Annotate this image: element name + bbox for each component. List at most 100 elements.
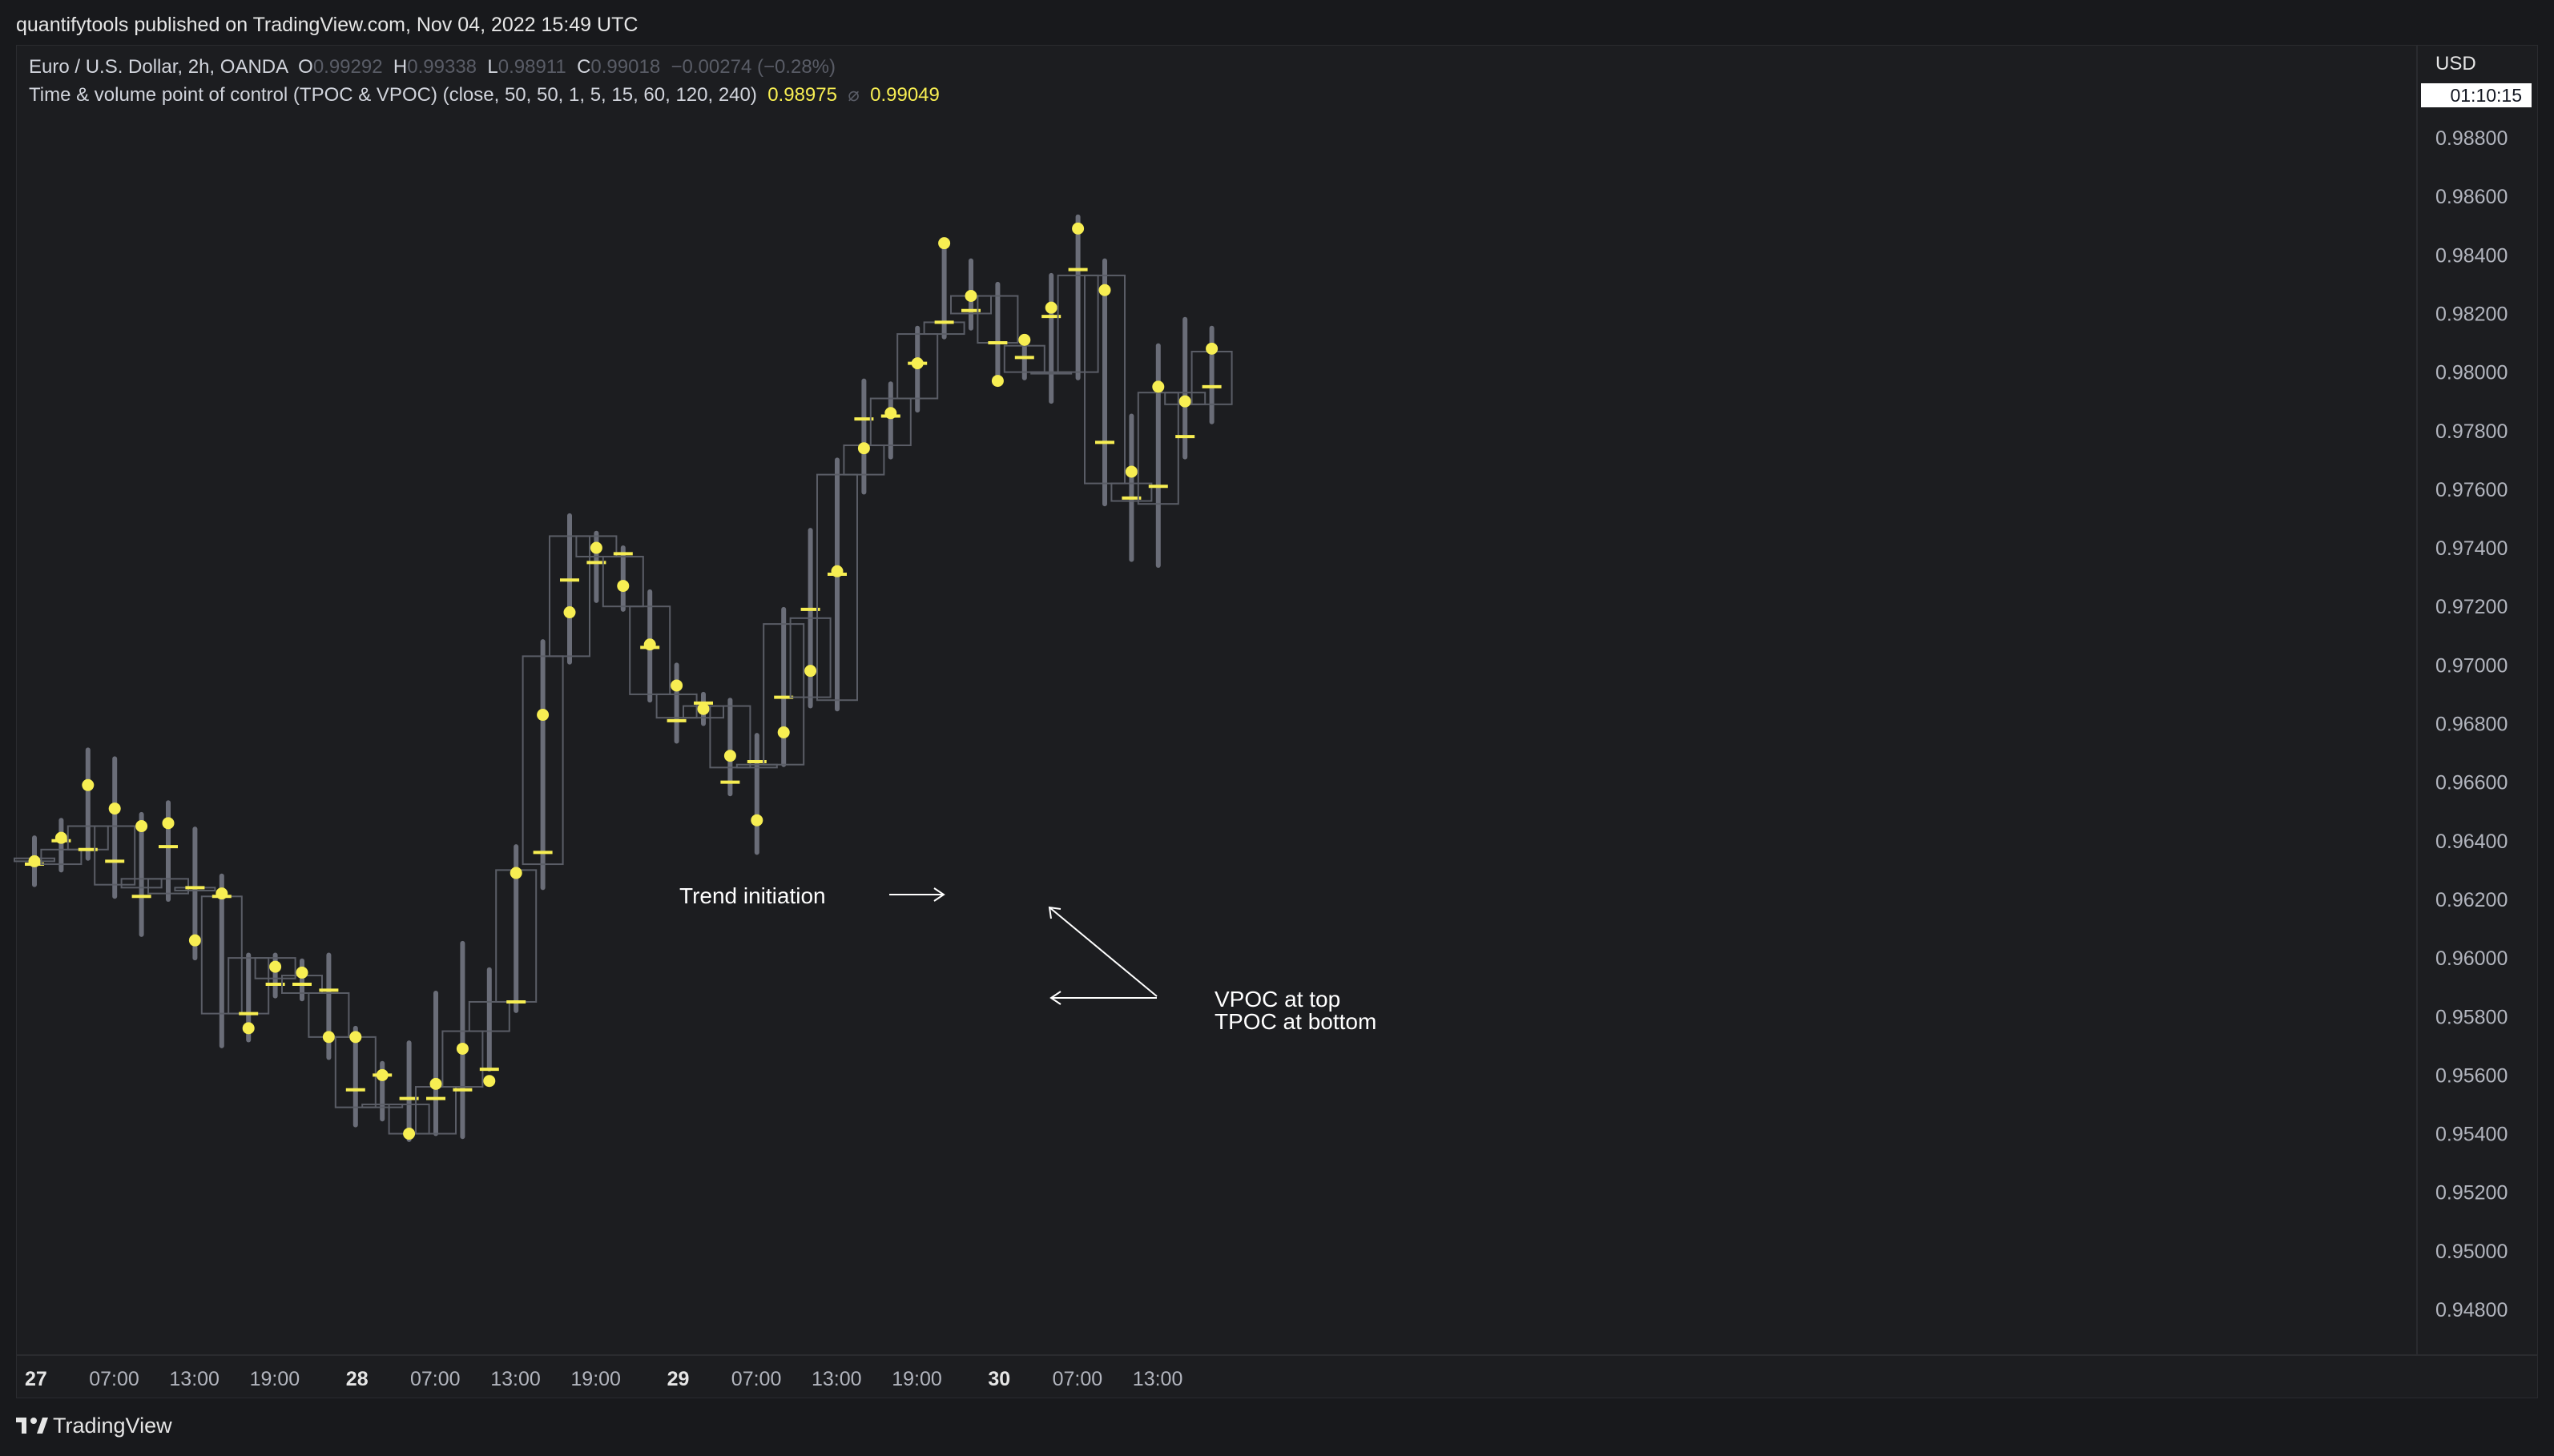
vpoc-marker [403, 1128, 416, 1140]
vpoc-marker [242, 1022, 255, 1035]
y-tick-label: 0.95600 [2435, 1064, 2508, 1087]
vpoc-marker [777, 726, 790, 738]
vpoc-marker [82, 778, 95, 791]
vpoc-marker [671, 679, 683, 692]
symbol-legend[interactable]: Euro / U.S. Dollar, 2h, OANDA O0.99292 H… [29, 56, 836, 78]
price-axis-header[interactable]: USD 01:10:15 [2421, 53, 2532, 107]
vpoc-marker [108, 802, 121, 815]
vpoc-marker [1206, 342, 1219, 355]
candle [950, 258, 992, 331]
candle [602, 545, 644, 612]
vpoc-marker [804, 665, 817, 678]
annotation-trend-initiation: Trend initiation [679, 883, 826, 908]
publisher-line: quantifytools published on TradingView.c… [16, 14, 638, 36]
vpoc-marker [456, 1042, 469, 1055]
vpoc-marker [537, 709, 550, 722]
vpoc-marker [751, 814, 763, 827]
candle [14, 835, 55, 887]
open-label: O [298, 56, 313, 78]
candle [66, 747, 109, 861]
y-tick-label: 0.97200 [2435, 596, 2508, 618]
y-tick-label: 0.96200 [2435, 889, 2508, 911]
bar-countdown: 01:10:15 [2421, 83, 2532, 107]
vpoc-marker [1018, 333, 1031, 346]
candle [977, 281, 1019, 388]
candle [1137, 343, 1179, 568]
candle [789, 528, 832, 709]
tradingview-brand[interactable]: TradingView [53, 1414, 172, 1438]
currency-label[interactable]: USD [2435, 53, 2476, 74]
vpoc-marker [322, 1031, 335, 1044]
tradingview-logo-icon[interactable] [16, 1414, 56, 1440]
candle [1057, 214, 1099, 380]
open-value: 0.99292 [312, 56, 383, 78]
candle [1030, 272, 1073, 404]
x-tick-label: 13:00 [812, 1368, 862, 1390]
publisher-header: quantifytools published on TradingView.c… [0, 0, 2554, 45]
x-tick-label: 28 [346, 1368, 369, 1390]
annotation-arrowhead [1049, 991, 1061, 1005]
annotation-vpoc-tpoc-line: TPOC at bottom [1215, 1009, 1376, 1034]
annotation-vpoc-tpoc-line: VPOC at top [1215, 987, 1340, 1012]
close-label: C [577, 56, 591, 78]
footer: TradingView [0, 1398, 2554, 1456]
candle-body [468, 1000, 510, 1032]
vpoc-marker [349, 1031, 362, 1044]
candle [200, 873, 243, 1048]
vpoc-marker [510, 867, 522, 879]
y-tick-label: 0.98400 [2435, 244, 2508, 267]
vpoc-marker [429, 1077, 442, 1090]
candle [869, 381, 912, 460]
y-tick-label: 0.97400 [2435, 537, 2508, 560]
candle-body [254, 957, 296, 979]
indicator-name[interactable]: Time & volume point of control (TPOC & V… [29, 84, 757, 106]
high-label: H [393, 56, 408, 78]
y-tick-label: 0.96600 [2435, 772, 2508, 794]
vpoc-marker [723, 750, 736, 762]
x-tick-label: 29 [667, 1368, 690, 1390]
candle [308, 952, 350, 1060]
x-tick-label: 07:00 [410, 1368, 461, 1390]
x-tick-label: 13:00 [490, 1368, 541, 1390]
candle [763, 606, 805, 767]
vpoc-marker [991, 375, 1004, 388]
y-tick-label: 0.97800 [2435, 420, 2508, 443]
vpoc-marker [563, 606, 576, 619]
candle [655, 662, 698, 744]
chart-pane[interactable] [16, 45, 2538, 1398]
annotation-arrowhead [1048, 906, 1061, 919]
y-tick-label: 0.95800 [2435, 1006, 2508, 1028]
candle-body [735, 763, 778, 769]
y-tick-label: 0.97600 [2435, 479, 2508, 501]
candle-body [789, 617, 832, 698]
candle [522, 639, 564, 891]
candle [709, 698, 751, 797]
annotation-arrow [1049, 907, 1158, 997]
candle [1003, 333, 1045, 380]
candle [683, 691, 724, 726]
symbol-name[interactable]: Euro / U.S. Dollar, 2h, OANDA [29, 56, 288, 78]
vpoc-marker [269, 960, 282, 973]
candle [120, 811, 163, 937]
candle-body [120, 878, 163, 889]
vpoc-marker [617, 580, 630, 593]
vpoc-marker [884, 407, 897, 420]
y-tick-label: 0.95200 [2435, 1182, 2508, 1205]
vpoc-marker [911, 357, 924, 370]
change-value: −0.00274 (−0.28%) [671, 56, 836, 78]
high-value: 0.99338 [407, 56, 477, 78]
candle [228, 952, 270, 1043]
y-tick-label: 0.95400 [2435, 1124, 2508, 1146]
y-tick-label: 0.98200 [2435, 303, 2508, 325]
x-tick-label: 19:00 [250, 1368, 300, 1390]
vpoc-marker [1098, 284, 1111, 296]
vpoc-marker [1178, 395, 1191, 408]
x-tick-label: 13:00 [169, 1368, 220, 1390]
indicator-legend[interactable]: Time & volume point of control (TPOC & V… [29, 83, 940, 107]
y-tick-label: 0.98000 [2435, 362, 2508, 384]
vpoc-marker [162, 817, 175, 830]
candle-body [1057, 274, 1099, 373]
candle [254, 952, 296, 999]
candle [896, 325, 939, 413]
